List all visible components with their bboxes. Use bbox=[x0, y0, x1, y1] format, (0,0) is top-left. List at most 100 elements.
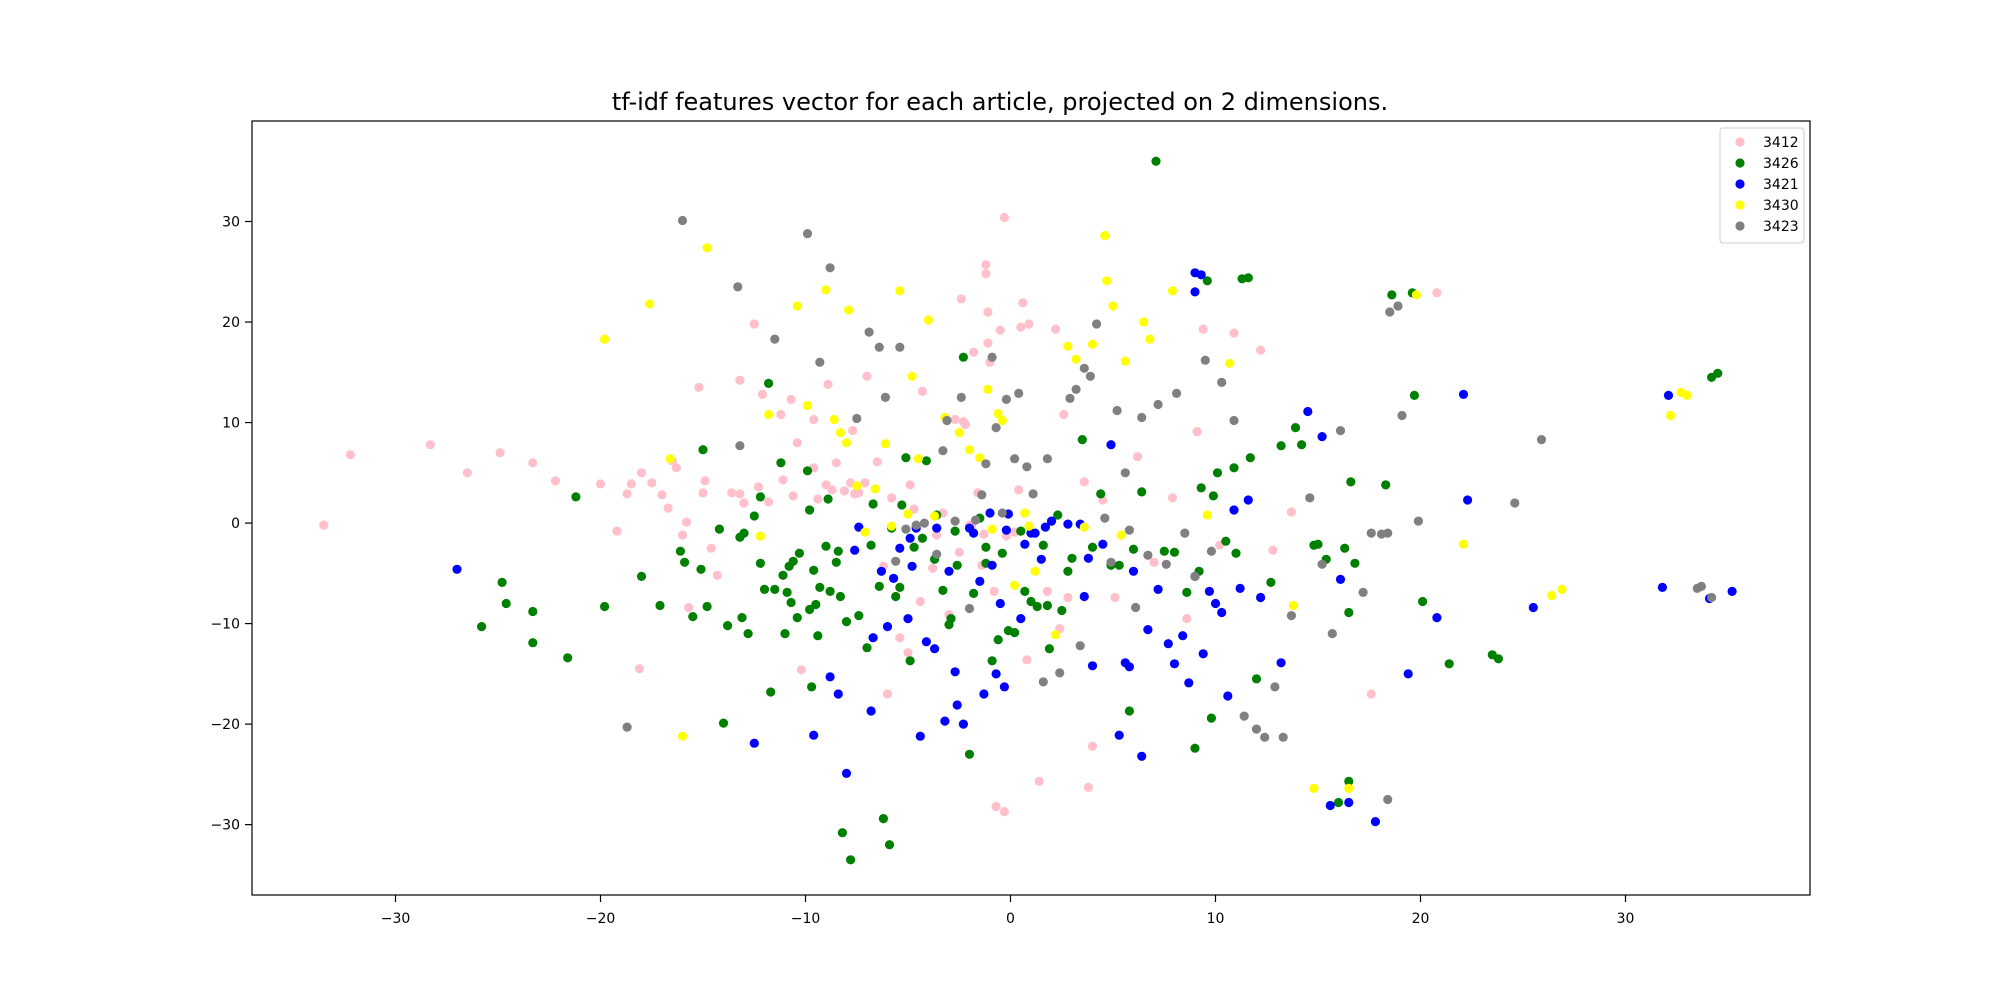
point-3426-58 bbox=[866, 540, 876, 550]
point-3426-132 bbox=[1313, 539, 1323, 549]
legend: 3412 3426 3421 3430 3423 bbox=[1719, 127, 1805, 244]
point-3423-80 bbox=[1536, 435, 1547, 445]
legend-marker-3430 bbox=[1735, 200, 1745, 210]
point-3423-12 bbox=[891, 556, 901, 566]
point-3426-110 bbox=[1159, 546, 1169, 556]
point-3426-36 bbox=[788, 556, 798, 566]
point-3426-29 bbox=[770, 584, 780, 595]
point-3412-18 bbox=[677, 530, 688, 540]
point-3412-39 bbox=[796, 665, 807, 675]
point-3426-2 bbox=[501, 598, 511, 609]
point-3412-83 bbox=[983, 338, 993, 348]
point-3412-95 bbox=[1022, 655, 1032, 665]
point-3426-99 bbox=[1063, 566, 1073, 576]
point-3426-103 bbox=[1096, 489, 1106, 499]
point-3423-3 bbox=[735, 441, 745, 451]
point-3423-9 bbox=[864, 327, 874, 337]
point-3426-50 bbox=[831, 557, 841, 567]
point-3426-56 bbox=[854, 611, 864, 621]
point-3412-63 bbox=[915, 596, 925, 607]
point-3430-6 bbox=[764, 409, 774, 420]
point-3412-13 bbox=[647, 478, 657, 488]
point-3430-53 bbox=[1309, 783, 1319, 794]
point-3423-24 bbox=[977, 490, 987, 500]
point-3426-108 bbox=[1137, 487, 1147, 497]
point-3412-81 bbox=[981, 260, 991, 270]
point-3430-44 bbox=[1108, 301, 1118, 311]
point-3426-25 bbox=[755, 492, 766, 502]
point-3423-48 bbox=[1131, 602, 1141, 613]
point-3426-44 bbox=[811, 599, 821, 610]
x-axis: −30 −20 −10 0 10 20 30 bbox=[381, 895, 1634, 927]
point-3426-87 bbox=[997, 548, 1007, 558]
point-3421-43 bbox=[1040, 522, 1050, 532]
point-3426-5 bbox=[563, 653, 573, 663]
point-3421-52 bbox=[1114, 730, 1124, 740]
point-3421-12 bbox=[889, 573, 899, 584]
point-3426-1 bbox=[497, 577, 507, 588]
point-3430-58 bbox=[1557, 584, 1567, 595]
point-3412-118 bbox=[1286, 507, 1296, 517]
point-3423-23 bbox=[971, 515, 981, 525]
point-3426-139 bbox=[1350, 558, 1360, 568]
point-3412-2 bbox=[425, 440, 435, 450]
point-3430-17 bbox=[880, 439, 891, 449]
point-3430-42 bbox=[1100, 231, 1110, 241]
point-3426-106 bbox=[1124, 706, 1134, 716]
point-3430-39 bbox=[1071, 354, 1081, 364]
point-3412-25 bbox=[712, 570, 722, 580]
point-3423-14 bbox=[901, 524, 911, 534]
point-3423-11 bbox=[880, 392, 891, 402]
point-3412-33 bbox=[764, 497, 774, 507]
point-3426-46 bbox=[815, 582, 825, 593]
point-3412-82 bbox=[983, 307, 993, 317]
point-3421-71 bbox=[1243, 495, 1253, 505]
point-3421-36 bbox=[1001, 525, 1012, 535]
point-3426-53 bbox=[837, 828, 848, 838]
point-3421-21 bbox=[932, 523, 942, 533]
legend-marker-3421 bbox=[1735, 179, 1745, 189]
point-3430-2 bbox=[665, 454, 675, 464]
point-3426-48 bbox=[823, 494, 833, 504]
point-3430-16 bbox=[870, 484, 880, 494]
point-3423-75 bbox=[1385, 307, 1395, 317]
point-3412-64 bbox=[917, 386, 928, 396]
point-3426-111 bbox=[1169, 547, 1180, 557]
series-3412 bbox=[319, 212, 1442, 817]
point-3421-24 bbox=[950, 667, 960, 677]
point-3412-69 bbox=[950, 414, 960, 425]
point-3426-54 bbox=[841, 617, 852, 627]
point-3423-79 bbox=[1510, 498, 1520, 508]
point-3421-14 bbox=[903, 614, 913, 624]
point-3426-145 bbox=[1444, 659, 1454, 669]
point-3426-7 bbox=[600, 601, 610, 612]
point-3421-9 bbox=[868, 633, 878, 643]
point-3421-79 bbox=[1370, 817, 1380, 827]
point-3423-61 bbox=[1251, 724, 1262, 734]
point-3426-12 bbox=[688, 612, 698, 622]
point-3426-143 bbox=[1409, 390, 1419, 400]
point-3412-55 bbox=[872, 457, 882, 467]
point-3426-93 bbox=[1032, 601, 1042, 612]
point-3426-33 bbox=[782, 587, 792, 598]
point-3423-1 bbox=[677, 215, 688, 226]
point-3421-22 bbox=[940, 716, 950, 726]
point-3412-32 bbox=[757, 389, 768, 399]
point-3421-3 bbox=[825, 672, 835, 682]
point-3426-136 bbox=[1344, 607, 1354, 618]
point-3412-88 bbox=[999, 807, 1010, 817]
point-3421-16 bbox=[907, 561, 917, 571]
point-3430-61 bbox=[1682, 390, 1692, 400]
legend-label-3423: 3423 bbox=[1763, 219, 1799, 235]
point-3426-144 bbox=[1418, 596, 1428, 607]
point-3430-0 bbox=[600, 334, 610, 344]
legend-marker-3412 bbox=[1735, 137, 1745, 147]
point-3423-8 bbox=[852, 413, 862, 424]
point-3430-47 bbox=[1139, 317, 1149, 327]
point-3421-48 bbox=[1083, 553, 1093, 563]
point-3412-66 bbox=[932, 530, 942, 540]
point-3426-15 bbox=[702, 601, 712, 612]
point-3426-16 bbox=[714, 524, 725, 534]
point-3423-54 bbox=[1180, 528, 1190, 538]
point-3426-66 bbox=[897, 500, 907, 510]
